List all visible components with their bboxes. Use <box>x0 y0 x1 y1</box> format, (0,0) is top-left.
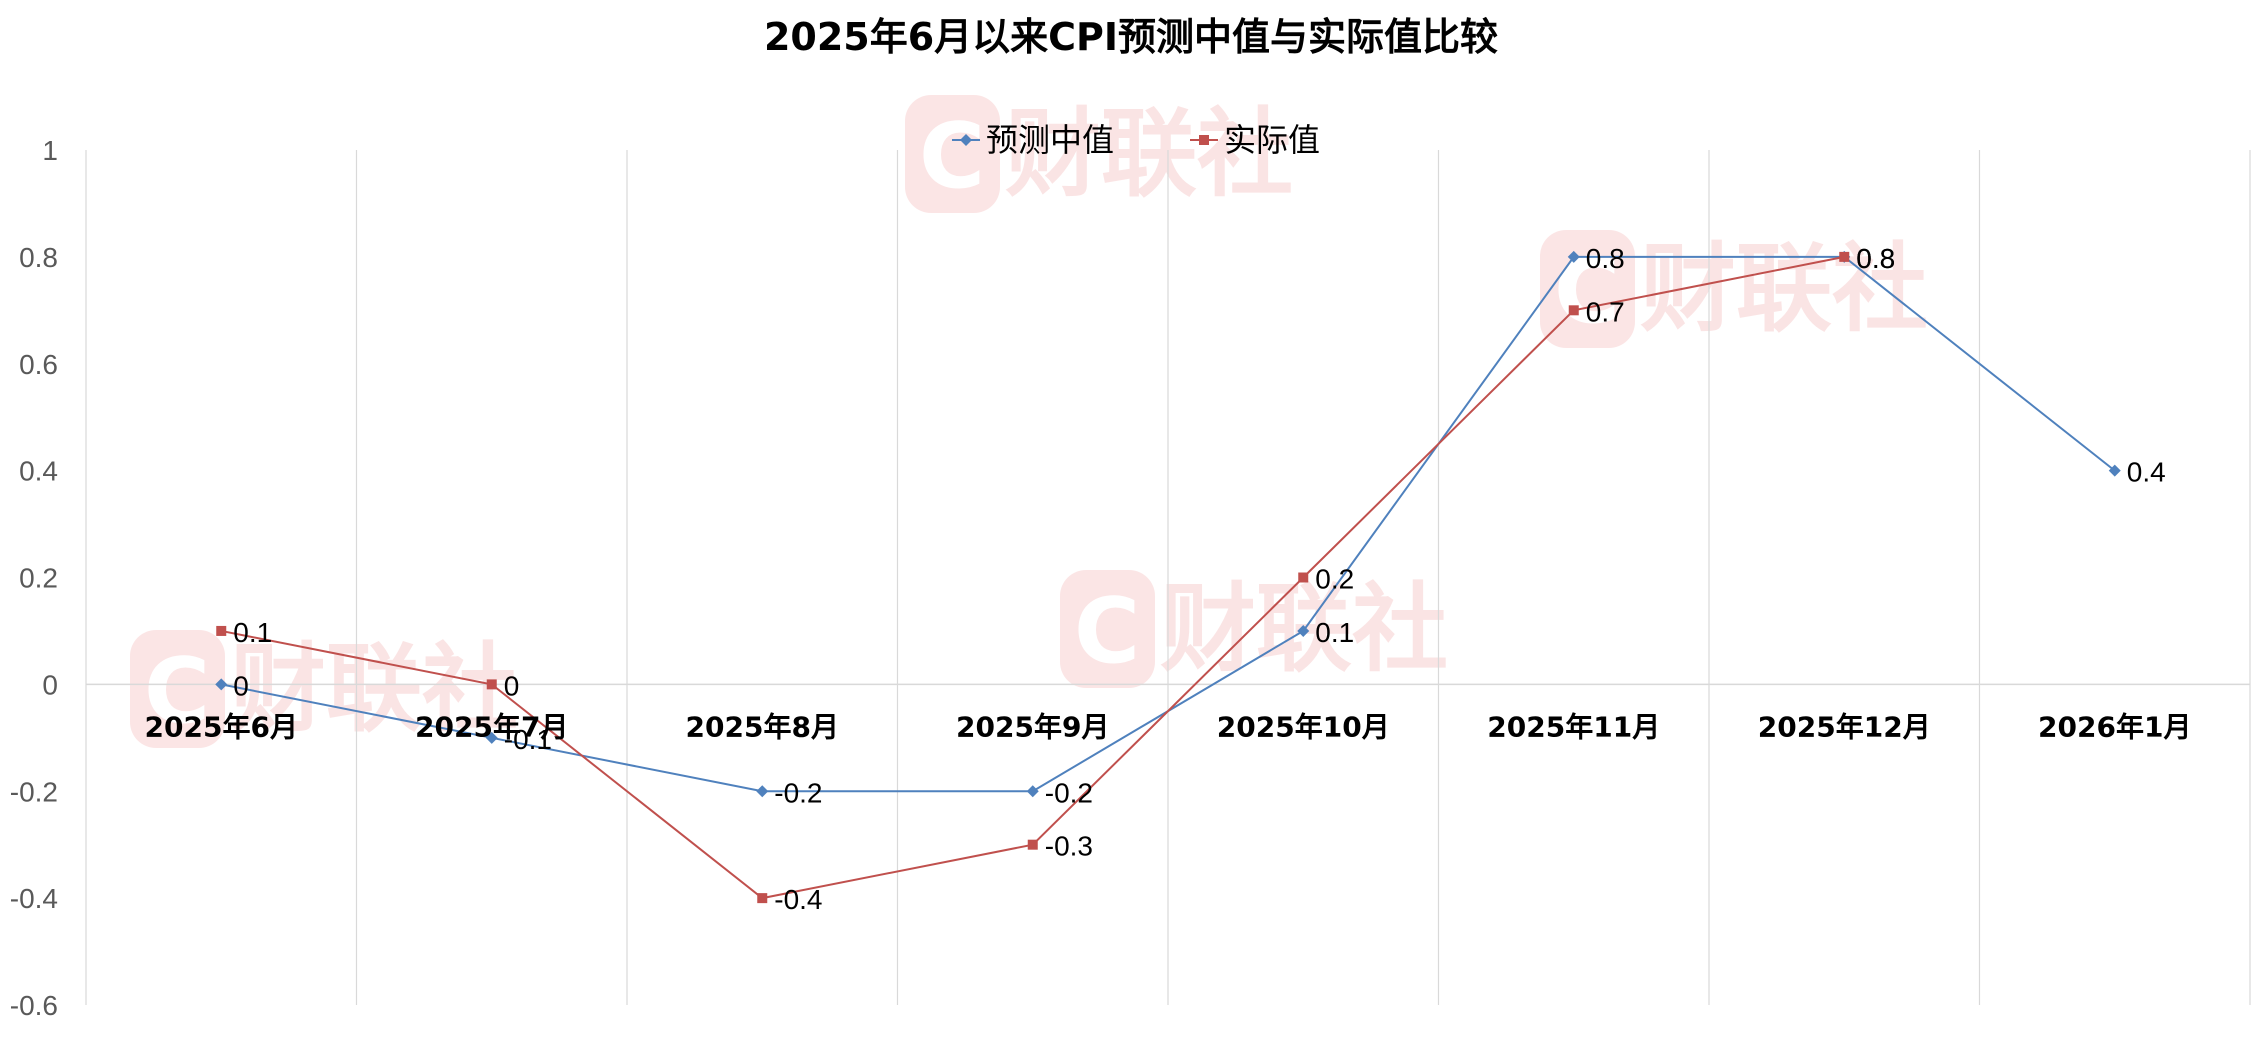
data-point-marker <box>1839 251 1850 262</box>
watermark-text: 财联社 <box>1640 233 1928 345</box>
series-line-2 <box>221 255 1845 900</box>
data-label: 0 <box>504 670 520 701</box>
y-tick-label: -0.4 <box>10 883 58 914</box>
data-point-marker <box>1026 785 1039 798</box>
y-tick-label: 0 <box>42 669 58 700</box>
data-label: 0.4 <box>2127 457 2166 488</box>
x-tick-label: 2025年8月 <box>686 710 839 743</box>
grid-lines <box>85 150 2251 1005</box>
x-tick-label: 2025年7月 <box>415 710 568 743</box>
data-point-marker <box>1027 839 1038 850</box>
y-tick-label: -0.2 <box>10 776 58 807</box>
data-point-marker <box>757 893 768 904</box>
data-label: 0.1 <box>1315 617 1354 648</box>
data-point-marker <box>2108 464 2121 477</box>
data-label: 0.8 <box>1586 243 1625 274</box>
data-point-marker <box>756 785 769 798</box>
legend-item-2: 实际值 <box>1190 121 1320 159</box>
x-axis-ticks: 2025年6月 2025年7月 2025年8月 2025年9月 2025年10月 2025… <box>145 710 2192 743</box>
data-label: 0.7 <box>1586 296 1625 327</box>
data-point-marker <box>485 731 498 744</box>
watermark-logo-letter: C <box>144 639 210 744</box>
watermark-logo-icon <box>905 95 1000 213</box>
data-labels: 0 -0.1 -0.2 -0.2 0.1 0.8 0.8 0.4 0.1 0 -0.4 -0.3 0.2… <box>233 243 2165 915</box>
legend-label: 预测中值 <box>986 121 1114 159</box>
watermark: C 财联社 <box>905 95 1293 213</box>
y-tick-label: 0.6 <box>19 349 58 380</box>
y-tick-label: 1 <box>42 135 58 166</box>
watermark: C 财联社 <box>1540 230 1928 348</box>
y-tick-label: 0.4 <box>19 456 58 487</box>
x-tick-label: 2026年1月 <box>2038 710 2191 743</box>
data-label: -0.2 <box>774 777 822 808</box>
x-tick-label: 2025年10月 <box>1217 710 1390 743</box>
watermark: C 财联社 <box>130 630 518 748</box>
data-point-marker <box>486 679 497 690</box>
legend-marker-diamond-icon <box>960 134 972 146</box>
data-point-marker <box>215 678 228 691</box>
data-point-marker <box>1567 250 1580 263</box>
watermark-logo-icon <box>1540 230 1635 348</box>
x-tick-label: 2025年11月 <box>1487 710 1660 743</box>
y-axis-ticks: 1 0.8 0.6 0.4 0.2 0 -0.2 -0.4 -0.6 <box>10 135 58 1021</box>
data-label: 0.8 <box>1856 243 1895 274</box>
watermark-logo-icon <box>1060 570 1155 688</box>
data-label: 0.1 <box>233 617 272 648</box>
data-point-marker <box>1298 572 1309 583</box>
watermark-text: 财联社 <box>1005 98 1293 210</box>
data-label: -0.4 <box>774 884 822 915</box>
x-tick-label: 2025年6月 <box>145 710 298 743</box>
data-point-marker <box>1297 624 1310 637</box>
data-point-marker <box>216 625 227 636</box>
data-label: -0.3 <box>1045 831 1093 862</box>
y-tick-label: 0.8 <box>19 242 58 273</box>
legend-label: 实际值 <box>1224 121 1320 159</box>
watermark-logo-letter: C <box>919 104 985 209</box>
watermark-logo-letter: C <box>1074 579 1140 684</box>
legend: 预测中值 实际值 <box>952 121 1320 159</box>
data-label: 0.8 <box>1856 243 1895 274</box>
watermark: C 财联社 <box>1060 570 1448 688</box>
data-label: 0 <box>233 670 249 701</box>
y-tick-label: -0.6 <box>10 990 58 1021</box>
data-label: -0.2 <box>1045 777 1093 808</box>
data-label: 0.2 <box>1315 564 1354 595</box>
x-tick-label: 2025年12月 <box>1758 710 1931 743</box>
legend-marker-square-icon <box>1199 135 1209 145</box>
data-point-marker <box>1568 305 1579 316</box>
legend-item-1: 预测中值 <box>952 121 1114 159</box>
y-tick-label: 0.2 <box>19 563 58 594</box>
watermark-logo-icon <box>130 630 225 748</box>
chart-title: 2025年6月以来CPI预测中值与实际值比较 <box>764 15 1498 59</box>
watermark-text: 财联社 <box>230 633 518 745</box>
series-lines <box>215 250 2121 904</box>
data-label: -0.1 <box>504 724 552 755</box>
x-tick-label: 2025年9月 <box>956 710 1109 743</box>
